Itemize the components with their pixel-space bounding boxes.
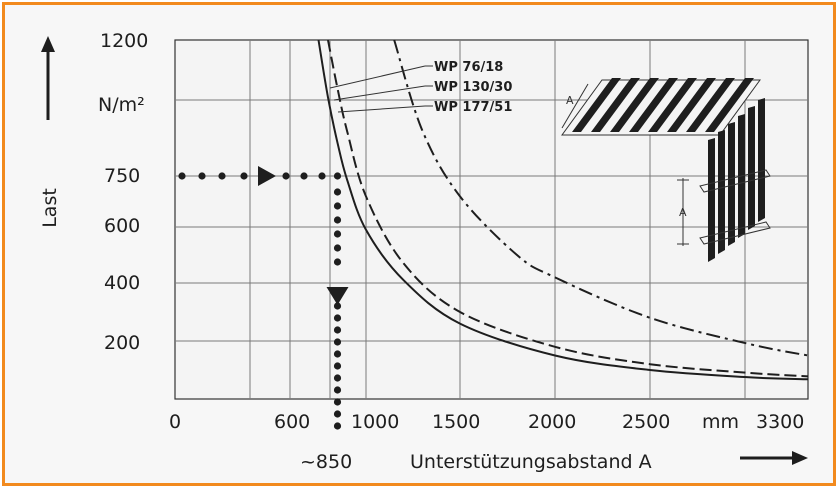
x-tick-2500: 2500	[622, 411, 670, 433]
panel-v-slat-4	[748, 106, 755, 230]
curves	[317, 39, 809, 381]
guide-dot-h-2	[218, 172, 226, 180]
y-tick-750: 750	[104, 165, 140, 187]
panel-h-slat-5	[667, 78, 716, 132]
panel-h-slat-7	[705, 78, 754, 132]
panel-h-slat-3	[629, 78, 678, 132]
guide-arrow-right-icon	[258, 166, 276, 186]
panel-v-slat-5	[758, 98, 765, 222]
legend-wp-177-51: WP 177/51	[434, 100, 512, 115]
x-tick-3300: 3300	[756, 411, 804, 433]
y-unit-label: N/m²	[98, 94, 145, 116]
guide-dot-v-11	[333, 362, 342, 370]
guide-dot-v-16	[333, 422, 342, 430]
guide-dot-v-12	[333, 374, 342, 382]
guide-dot-v-7	[333, 314, 342, 322]
guide-dot-h-0	[178, 172, 186, 180]
legend-wp-130-30: WP 130/30	[434, 80, 512, 95]
reading-guide	[178, 166, 349, 430]
guide-dot-v-4	[333, 244, 342, 252]
guide-dot-h-6	[318, 172, 326, 180]
guide-dot-h-7	[333, 172, 342, 180]
guide-dot-h-4	[282, 172, 290, 180]
guide-dot-v-15	[333, 410, 342, 418]
panel-h-slat-4	[648, 78, 697, 132]
x-tick-1000: 1000	[351, 411, 399, 433]
panel-horizontal-illustration: A	[561, 78, 761, 136]
guide-dot-v-3	[333, 230, 342, 238]
series-line-wp-177-51	[393, 39, 809, 357]
guide-dot-v-5	[333, 258, 342, 266]
guide-dot-v-9	[333, 338, 342, 346]
panel-vertical-illustration: A	[677, 98, 771, 262]
x-axis-label: Unterstützungsabstand A	[410, 451, 652, 473]
y-tick-600: 600	[104, 215, 140, 237]
panel-v-slat-1	[718, 130, 725, 254]
y-tick-400: 400	[104, 272, 140, 294]
guide-dot-v-2	[333, 216, 342, 224]
guide-dot-v-8	[333, 326, 342, 334]
x-tick-2000: 2000	[528, 411, 576, 433]
guide-dot-v-1	[333, 202, 342, 210]
panel-h-dimension-label: A	[566, 94, 574, 107]
panel-h-slat-1	[591, 78, 640, 132]
y-axis-arrow-icon	[41, 36, 55, 120]
guide-arrow-down-icon	[326, 287, 349, 305]
y-axis-label: Last	[39, 188, 61, 228]
x-tick-600: 600	[274, 411, 310, 433]
guide-dot-h-1	[198, 172, 206, 180]
guide-dot-v-10	[333, 350, 342, 358]
panel-h-slat-0	[572, 78, 621, 132]
y-tick-200: 200	[104, 332, 140, 354]
guide-dot-v-6	[333, 302, 342, 310]
panel-v-slat-0	[708, 138, 715, 262]
legend-wp-76-18: WP 76/18	[434, 60, 503, 75]
guide-dot-v-0	[333, 188, 342, 196]
annotation-850: ~850	[300, 451, 352, 473]
x-axis-arrow-icon	[740, 451, 808, 465]
guide-dot-v-13	[333, 386, 342, 394]
series-line-wp-76-18	[317, 39, 809, 381]
panel-h-slat-2	[610, 78, 659, 132]
x-tick-1500: 1500	[432, 411, 480, 433]
x-tick-0: 0	[169, 411, 181, 433]
guide-dot-h-5	[300, 172, 308, 180]
panel-h-slat-6	[686, 78, 735, 132]
x-unit-mm: mm	[702, 411, 739, 433]
panel-v-dimension-label: A	[679, 206, 687, 219]
series-line-wp-130-30	[327, 39, 809, 378]
legend-leaders	[329, 65, 433, 113]
panel-v-slat-2	[728, 122, 735, 246]
guide-dot-h-3	[240, 172, 248, 180]
guide-dot-v-14	[333, 398, 342, 406]
y-tick-1200: 1200	[100, 30, 148, 52]
